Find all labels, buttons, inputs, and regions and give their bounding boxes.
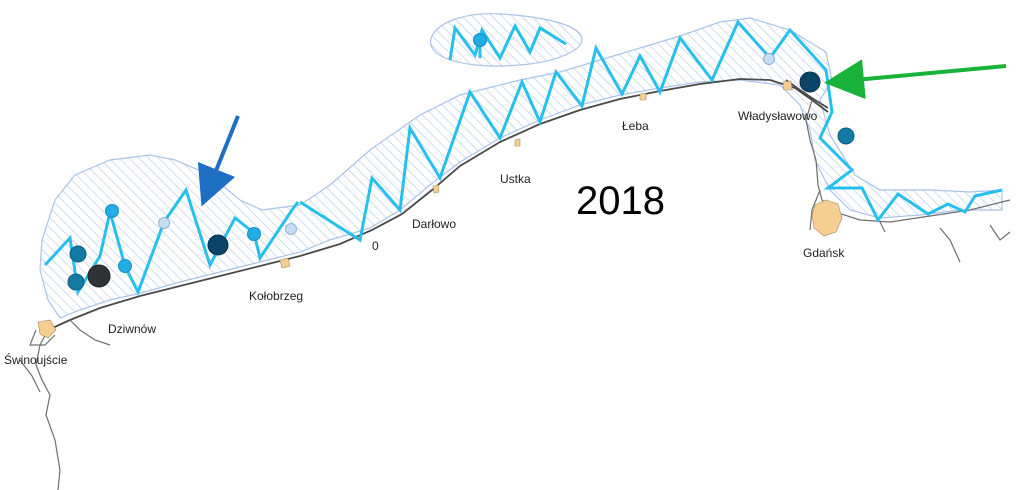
wladyslawowo-town bbox=[782, 80, 793, 91]
coastline bbox=[47, 78, 829, 331]
marker-west-2 bbox=[158, 217, 170, 229]
darlowo-town bbox=[432, 184, 440, 194]
marker-east-2 bbox=[799, 71, 821, 93]
place-dziwnow: Dziwnów bbox=[108, 322, 156, 336]
swinoujscie-town bbox=[37, 319, 57, 339]
offshore-zone bbox=[429, 13, 583, 67]
place-darlowo: Darłowo bbox=[412, 217, 456, 231]
transect-offshore bbox=[448, 22, 567, 62]
marker-west-8 bbox=[247, 227, 261, 241]
place-ustka: Ustka bbox=[500, 172, 531, 186]
marker-west-9 bbox=[285, 223, 297, 235]
hel-peninsula bbox=[785, 79, 829, 109]
marker-west-7 bbox=[207, 234, 229, 256]
place-kolobrzeg: Kołobrzeg bbox=[249, 289, 303, 303]
marker-west-3 bbox=[69, 245, 87, 263]
marker-east-3 bbox=[837, 127, 855, 145]
marker-east-1 bbox=[763, 53, 775, 65]
marker-west-6 bbox=[118, 259, 132, 273]
green-arrow bbox=[824, 59, 1007, 100]
place-wladyslawowo: Władysławowo bbox=[738, 109, 818, 123]
place-gdansk: Gdańsk bbox=[803, 246, 845, 260]
marker-west-4 bbox=[67, 273, 85, 291]
marker-west-5 bbox=[87, 264, 111, 288]
lagoon-edge bbox=[29, 189, 821, 346]
year-label: 2018 bbox=[576, 179, 665, 223]
ustka-town bbox=[514, 138, 521, 147]
west-coast bbox=[19, 319, 111, 490]
marker-west-1 bbox=[105, 204, 119, 218]
place-zero: 0 bbox=[372, 239, 379, 253]
place-leba: Łeba bbox=[622, 119, 649, 133]
marker-offshore bbox=[473, 33, 487, 47]
kolobrzeg-town bbox=[279, 257, 291, 269]
gdansk-town bbox=[811, 199, 843, 237]
place-swinoujscie: Świnoujście bbox=[4, 352, 68, 367]
blue-arrow bbox=[197, 115, 240, 207]
leba-town bbox=[639, 92, 647, 101]
transect-middle bbox=[299, 19, 1003, 243]
